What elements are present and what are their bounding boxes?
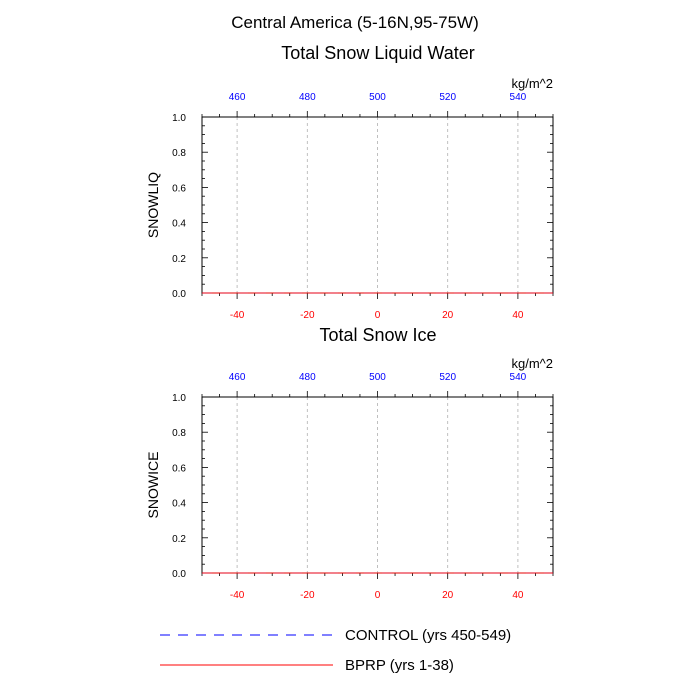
y-tick-label: 0.0 <box>172 289 186 300</box>
y-tick-label: 1.0 <box>172 393 186 404</box>
x-tick-label-bottom: 20 <box>442 310 454 321</box>
y-tick-label: 1.0 <box>172 113 186 124</box>
figure-title: Central America (5-16N,95-75W) <box>231 13 479 32</box>
y-axis-label: SNOWICE <box>145 452 161 519</box>
y-tick-label: 0.8 <box>172 428 186 439</box>
y-axis-label: SNOWLIQ <box>145 172 161 238</box>
chart-title: Total Snow Liquid Water <box>281 43 474 63</box>
x-tick-label-top: 480 <box>299 372 316 383</box>
units-label: kg/m^2 <box>511 356 553 371</box>
legend-label-control: CONTROL (yrs 450-549) <box>345 627 511 644</box>
units-label: kg/m^2 <box>511 76 553 91</box>
x-tick-label-top: 460 <box>229 92 246 103</box>
legend: CONTROL (yrs 450-549) BPRP (yrs 1-38) <box>160 627 511 674</box>
x-tick-label-bottom: -20 <box>300 310 315 321</box>
x-tick-label-bottom: 40 <box>512 590 524 601</box>
panel-snowice: Total Snow Ice kg/m^2 0.0 0.2 0.4 0.6 0.8 1.0 SN… <box>145 325 554 601</box>
y-tick-label: 0.4 <box>172 499 186 510</box>
x-tick-label-top: 540 <box>510 92 527 103</box>
y-tick-label: 0.6 <box>172 183 186 194</box>
y-tick-label: 0.4 <box>172 219 186 230</box>
x-tick-label-top: 540 <box>510 372 527 383</box>
x-tick-label-top: 480 <box>299 92 316 103</box>
x-tick-label-bottom: 40 <box>512 310 524 321</box>
legend-label-bprp: BPRP (yrs 1-38) <box>345 657 454 674</box>
x-tick-label-bottom: 20 <box>442 590 454 601</box>
y-tick-label: 0.6 <box>172 463 186 474</box>
x-tick-label-bottom: -20 <box>300 590 315 601</box>
y-tick-label: 0.2 <box>172 254 186 265</box>
chart-title: Total Snow Ice <box>319 325 436 345</box>
x-tick-label-top: 520 <box>439 92 456 103</box>
x-tick-label-bottom: -40 <box>230 310 245 321</box>
x-tick-label-bottom: 0 <box>375 590 381 601</box>
y-tick-label: 0.8 <box>172 148 186 159</box>
x-tick-label-bottom: 0 <box>375 310 381 321</box>
x-tick-label-bottom: -40 <box>230 590 245 601</box>
panel-snowliq: Total Snow Liquid Water kg/m^2 0.0 0.2 0.4 0.… <box>145 43 554 321</box>
x-tick-label-top: 520 <box>439 372 456 383</box>
x-tick-label-top: 460 <box>229 372 246 383</box>
x-tick-label-top: 500 <box>369 92 386 103</box>
y-tick-label: 0.0 <box>172 569 186 580</box>
y-tick-label: 0.2 <box>172 534 186 545</box>
x-tick-label-top: 500 <box>369 372 386 383</box>
